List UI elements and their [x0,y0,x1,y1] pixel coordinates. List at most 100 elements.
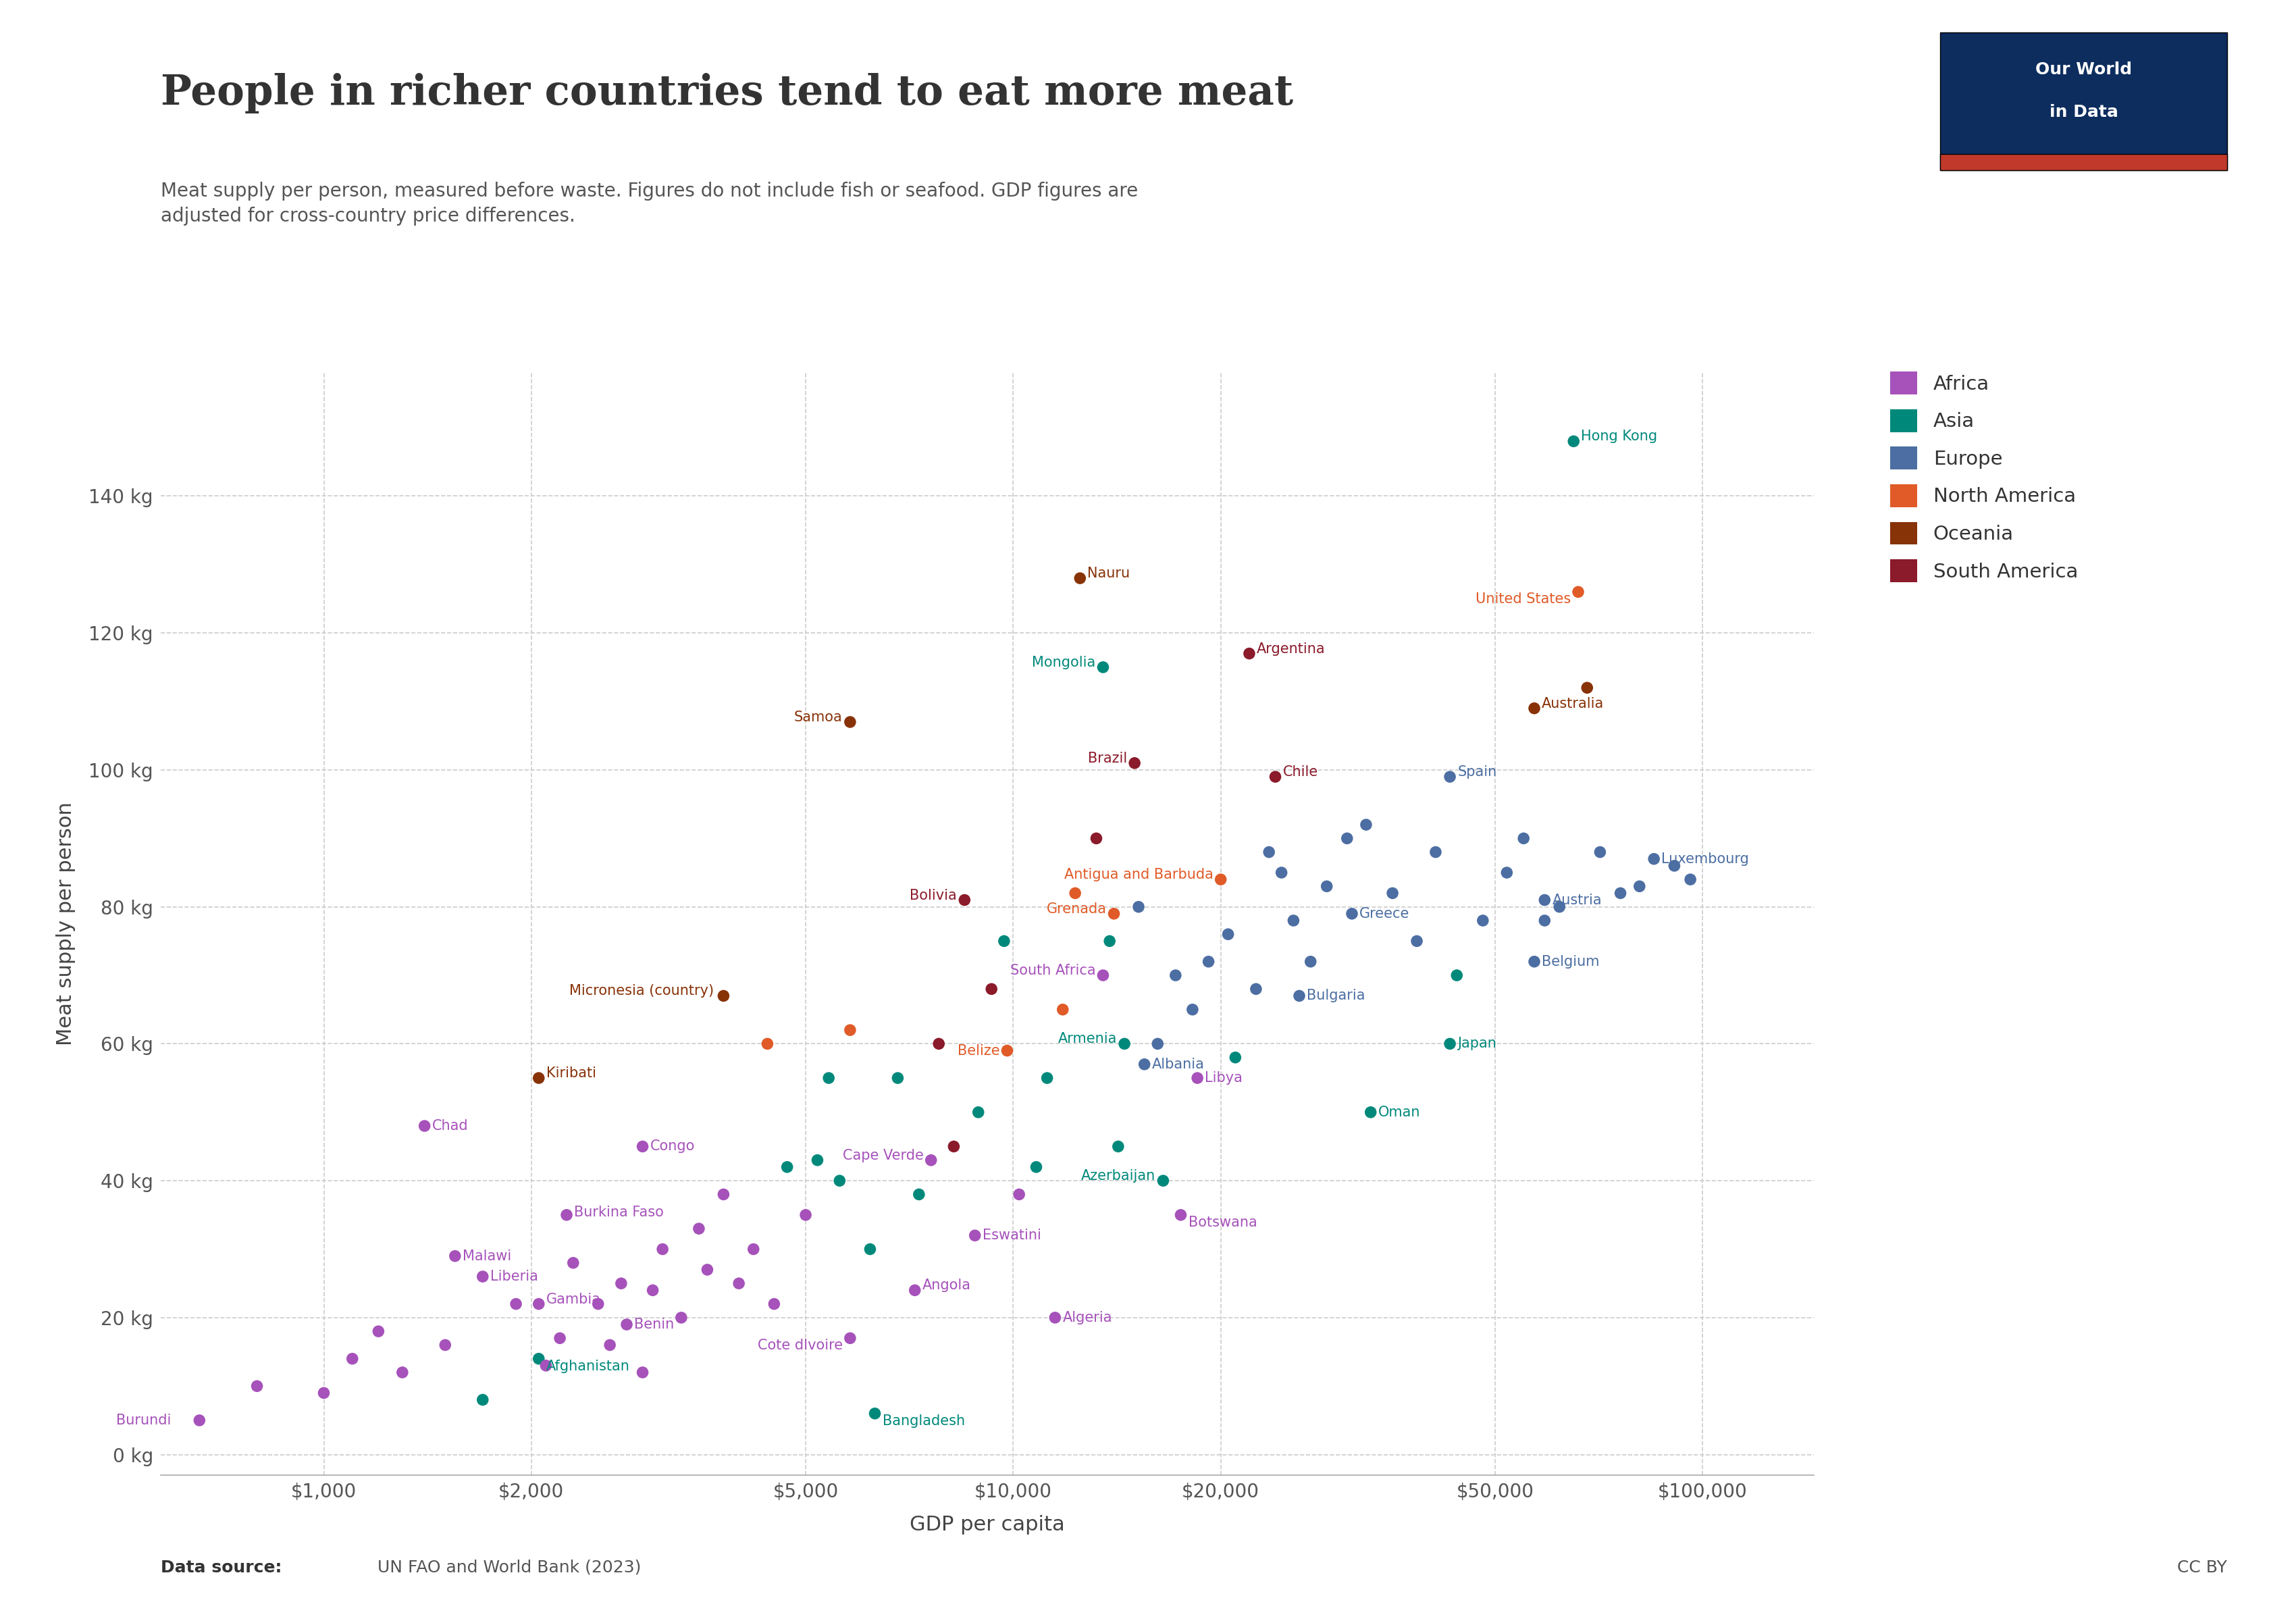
Point [1107,1031,1143,1057]
Point [680,1216,716,1242]
Point [957,1222,994,1248]
Point [1095,901,1132,927]
Text: Burundi: Burundi [117,1414,172,1426]
Text: Armenia: Armenia [1058,1033,1116,1046]
Text: Samoa: Samoa [794,710,843,725]
Point [239,1373,276,1399]
Text: Bulgaria: Bulgaria [1306,989,1366,1003]
Point [1125,1052,1162,1078]
Point [1263,859,1300,885]
Point [1430,1031,1467,1057]
Point [705,982,742,1008]
Point [1001,1182,1038,1208]
Point [383,1360,420,1386]
FancyBboxPatch shape [1940,154,2227,170]
Text: Bangladesh: Bangladesh [882,1414,964,1428]
Point [464,1388,501,1414]
FancyBboxPatch shape [1940,32,2227,170]
Point [1274,908,1311,934]
Point [1621,874,1658,900]
Point [914,1148,951,1174]
Point [608,1311,645,1337]
Text: Data source:: Data source: [161,1559,282,1576]
Text: Australia: Australia [1543,697,1605,710]
Text: Libya: Libya [1205,1071,1242,1084]
Point [831,1326,868,1352]
Point [406,1114,443,1140]
Point [1157,963,1194,989]
Point [549,1203,585,1229]
Point [934,1133,971,1159]
Text: Japan: Japan [1458,1037,1497,1050]
Point [1189,948,1226,974]
Text: United States: United States [1476,593,1570,606]
Point [810,1065,847,1091]
Legend: Africa, Asia, Europe, North America, Oceania, South America: Africa, Asia, Europe, North America, Oce… [1890,371,2078,582]
Point [1100,1133,1137,1159]
Text: Micronesia (country): Micronesia (country) [569,984,714,999]
Point [799,1148,836,1174]
Text: Azerbaijan: Azerbaijan [1081,1169,1155,1183]
Point [895,1277,932,1303]
Point [1061,566,1097,592]
Point [1210,921,1247,947]
Point [436,1243,473,1269]
Point [990,1037,1026,1063]
Text: Chile: Chile [1283,765,1318,778]
Text: Cape Verde: Cape Verde [843,1149,923,1162]
Point [360,1318,397,1344]
Text: Albania: Albania [1153,1057,1205,1071]
Point [664,1305,700,1331]
Text: Meat supply per person, measured before waste. Figures do not include fish or se: Meat supply per person, measured before … [161,182,1139,225]
Point [1120,893,1157,919]
Point [974,976,1010,1002]
Point [755,1290,792,1316]
Point [305,1379,342,1405]
Text: Angola: Angola [923,1279,971,1292]
Point [181,1407,218,1433]
Text: Argentina: Argentina [1256,642,1325,655]
Point [521,1065,558,1091]
Point [521,1290,558,1316]
Text: Luxembourg: Luxembourg [1662,853,1750,866]
Text: Chad: Chad [432,1118,468,1133]
Point [1527,908,1564,934]
Text: Mongolia: Mongolia [1031,657,1095,669]
Point [1084,655,1120,681]
Point [1437,963,1474,989]
Point [1515,948,1552,974]
Text: in Data: in Data [2050,104,2117,120]
Point [1217,1044,1254,1070]
Point [1139,1031,1176,1057]
Point [1375,880,1412,906]
Point [1091,929,1127,955]
Point [822,1167,859,1193]
Point [1281,982,1318,1008]
Point [1635,846,1671,872]
Point [1203,867,1240,893]
X-axis label: GDP per capita: GDP per capita [909,1514,1065,1533]
Point [900,1182,937,1208]
Text: Congo: Congo [650,1140,696,1153]
Text: Belgium: Belgium [1543,955,1600,968]
Point [1417,840,1453,866]
Point [689,1256,726,1282]
Text: Liberia: Liberia [489,1269,537,1284]
Point [645,1237,682,1263]
Text: Hong Kong: Hong Kong [1582,430,1658,444]
Text: CC BY: CC BY [2177,1559,2227,1576]
Text: Burkina Faso: Burkina Faso [574,1206,664,1219]
Text: Antigua and Barbuda: Antigua and Barbuda [1063,867,1212,882]
Point [464,1264,501,1290]
Text: Algeria: Algeria [1063,1311,1111,1324]
Point [1655,853,1692,879]
Text: Brazil: Brazil [1088,752,1127,765]
Point [1293,948,1329,974]
Point [556,1250,592,1276]
Point [1045,997,1081,1023]
Point [1256,763,1293,789]
Point [1352,1099,1389,1125]
Point [1603,880,1639,906]
Text: UN FAO and World Bank (2023): UN FAO and World Bank (2023) [372,1559,641,1576]
Point [1180,1065,1217,1091]
